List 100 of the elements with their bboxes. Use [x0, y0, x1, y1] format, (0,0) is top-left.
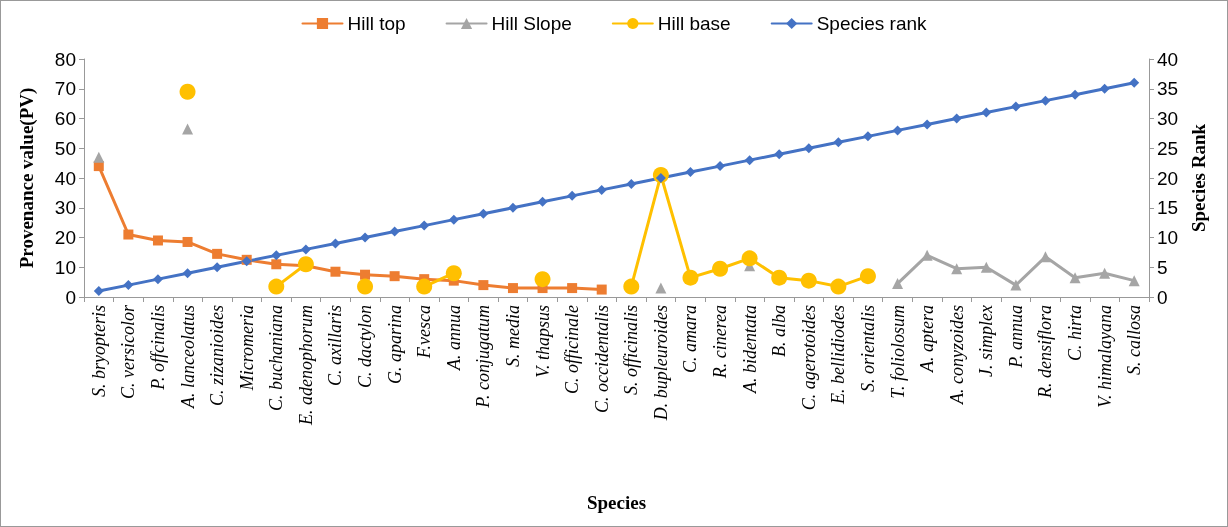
x-axis-title: Species	[586, 492, 647, 513]
point	[297, 256, 314, 273]
point	[833, 137, 844, 148]
point	[1070, 89, 1081, 100]
y2-tick-label: 35	[1157, 78, 1179, 100]
point	[892, 125, 903, 136]
y2-tick-label: 30	[1157, 108, 1179, 129]
x-tick-label: A. lanceolatus	[177, 305, 198, 409]
x-tick-label: C. agerotoides	[798, 305, 819, 411]
point	[951, 113, 962, 124]
x-tick-label: E. bellidiodes	[828, 305, 849, 405]
x-tick-label: J. simplex	[976, 305, 997, 377]
x-tick-label: S. bryopteris	[88, 305, 109, 397]
point	[830, 278, 847, 295]
point	[360, 269, 371, 280]
x-tick-label: A. aptera	[917, 305, 938, 373]
y-tick-label: 40	[54, 167, 76, 189]
legend-label: Species rank	[816, 13, 928, 34]
point	[1099, 267, 1111, 279]
y2-tick-label: 0	[1157, 286, 1168, 308]
point	[623, 278, 640, 295]
point	[626, 178, 637, 189]
point	[596, 184, 607, 195]
x-tick-label: G. aparina	[384, 305, 405, 385]
y-axis-title: Provenance value(PV)	[16, 87, 38, 269]
x-tick-label: C. amara	[680, 305, 701, 374]
y-tick-label: 70	[54, 78, 76, 100]
x-tick-label: F.vesca	[414, 305, 435, 360]
x-tick-label: C. buchaniana	[266, 305, 287, 411]
y-tick-label: 60	[54, 108, 76, 129]
point	[1099, 83, 1110, 94]
point	[981, 107, 992, 118]
x-tick-label: Micromeria	[236, 305, 257, 392]
point	[445, 265, 462, 282]
point	[655, 282, 667, 294]
x-tick-label: R. cinerea	[710, 305, 731, 380]
x-tick-label: S. callosa	[1124, 305, 1145, 375]
point	[1128, 275, 1140, 287]
y2-tick-label: 20	[1157, 167, 1179, 189]
x-tick-label: C. versicolor	[118, 304, 139, 399]
x-tick-label: T. foliolosum	[887, 305, 908, 399]
point	[93, 151, 105, 163]
point	[534, 271, 551, 288]
point	[389, 226, 400, 237]
point	[478, 208, 489, 219]
point	[330, 238, 341, 249]
point	[1069, 272, 1081, 284]
point	[182, 236, 193, 247]
point	[712, 260, 729, 277]
point	[123, 229, 134, 240]
point	[448, 214, 459, 225]
point	[1040, 95, 1051, 106]
point	[389, 271, 400, 282]
point	[330, 266, 341, 277]
x-tick-label: C. axillaris	[325, 305, 346, 387]
x-tick-label: C. occidentalis	[591, 305, 612, 413]
point	[682, 269, 699, 286]
point	[803, 143, 814, 154]
y-tick-label: 10	[54, 256, 76, 278]
x-tick-label: C. zizanioides	[207, 305, 228, 407]
legend-label: Hill top	[347, 13, 406, 34]
point	[152, 274, 163, 285]
x-tick-label: E. adenophorum	[295, 305, 316, 426]
point	[567, 283, 578, 294]
point	[744, 155, 755, 166]
x-tick-label: V. thapsus	[532, 305, 553, 378]
point	[507, 202, 518, 213]
point	[537, 196, 548, 207]
y2-tick-label: 10	[1157, 227, 1179, 248]
y2-tick-label: 15	[1157, 197, 1179, 219]
point	[300, 244, 311, 255]
point	[567, 190, 578, 201]
point	[212, 248, 223, 259]
y-tick-label: 0	[65, 286, 76, 308]
point	[771, 269, 788, 286]
point	[862, 131, 873, 142]
point	[800, 272, 817, 289]
x-tick-label: A. annua	[443, 305, 464, 371]
point	[152, 235, 163, 246]
point	[179, 83, 196, 100]
point	[478, 280, 489, 291]
point	[93, 286, 104, 297]
point	[182, 268, 193, 279]
x-tick-label: S. officinalis	[621, 305, 642, 395]
x-tick-label: A. conyzoides	[946, 305, 967, 405]
point	[980, 261, 992, 273]
point	[774, 149, 785, 160]
x-tick-label: A. bidentata	[739, 305, 760, 394]
y-tick-label: 80	[54, 48, 76, 70]
x-tick-label: C. officinale	[562, 305, 583, 394]
point	[1129, 77, 1140, 88]
point	[419, 220, 430, 231]
point	[596, 284, 607, 295]
x-tick-label: B. alba	[769, 305, 790, 357]
point	[271, 259, 282, 270]
x-tick-label: D. bupleuroides	[650, 305, 671, 422]
point	[1010, 279, 1022, 291]
y2-axis-title: Species Rank	[1188, 123, 1210, 233]
x-tick-label: R. densiflora	[1035, 305, 1056, 399]
point	[123, 280, 134, 291]
